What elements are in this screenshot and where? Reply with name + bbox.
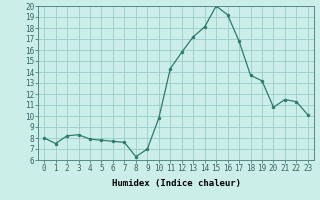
X-axis label: Humidex (Indice chaleur): Humidex (Indice chaleur) xyxy=(111,179,241,188)
